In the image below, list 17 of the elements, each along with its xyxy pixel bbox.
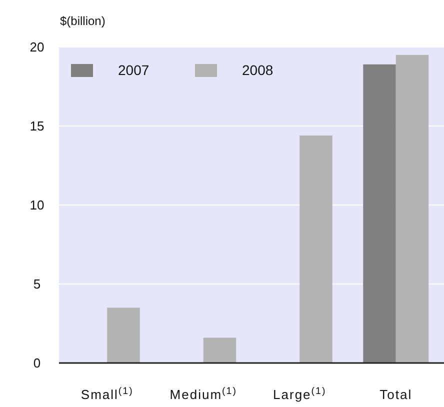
bar [203, 338, 236, 363]
bar [396, 54, 429, 363]
y-axis-title: $(billion) [60, 14, 106, 28]
x-tick-label: Small$^{(1)}$ [80, 386, 134, 402]
x-tick-label: Large$^{(1)}$ [273, 386, 326, 402]
y-tick-label: 15 [30, 118, 44, 134]
x-tick-label: Total [380, 387, 412, 402]
legend-label: 2008 [242, 62, 274, 78]
y-tick-label: 20 [30, 40, 44, 55]
y-tick-label: 10 [30, 198, 44, 213]
legend-label: 2007 [118, 62, 150, 78]
bar [363, 64, 396, 363]
bar [300, 135, 332, 363]
y-tick-label: 0 [33, 356, 41, 371]
y-tick-label: 5 [33, 276, 41, 292]
bar [107, 308, 140, 363]
x-tick-label: Medium$^{(1)}$ [170, 386, 237, 402]
